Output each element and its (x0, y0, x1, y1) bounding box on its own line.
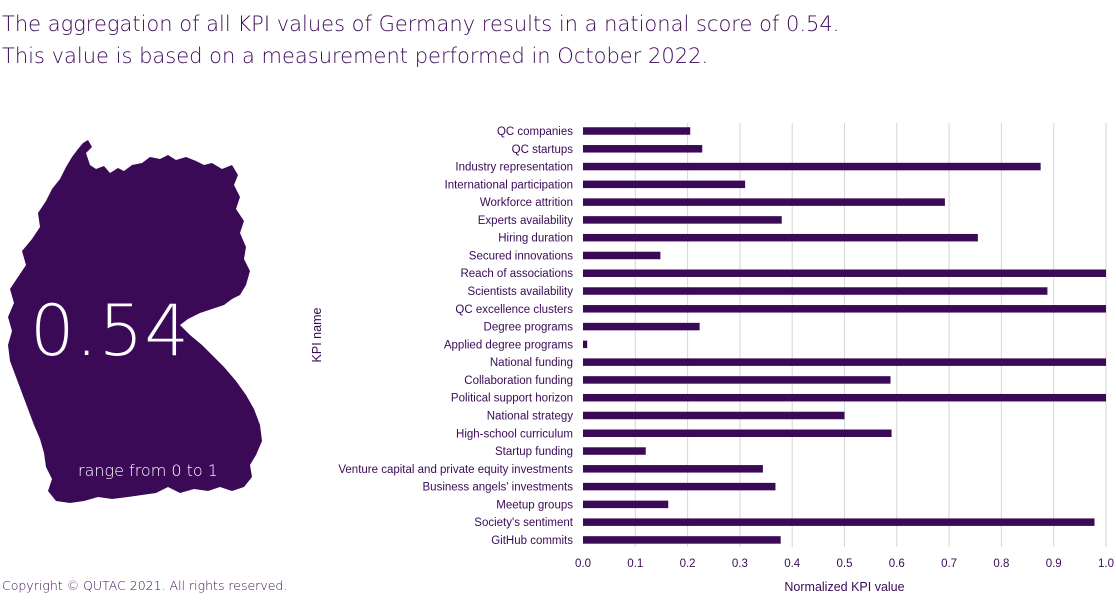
y-axis-title: KPI name (310, 308, 324, 363)
category-label: QC excellence clusters (455, 304, 573, 316)
bar (583, 269, 1106, 277)
x-tick-label: 0.9 (1046, 558, 1062, 570)
bar (583, 145, 703, 153)
category-label: GitHub commits (491, 535, 573, 547)
category-label: Industry representation (455, 162, 573, 174)
score-range-caption: range from 0 to 1 (78, 461, 218, 480)
bar (583, 127, 691, 135)
category-label: Business angels' investments (423, 482, 574, 494)
bar (583, 216, 782, 224)
headline: The aggregation of all KPI values of Ger… (2, 8, 839, 72)
bar (583, 322, 700, 331)
category-label: Applied degree programs (444, 339, 573, 351)
bar (583, 233, 978, 242)
bar (583, 482, 776, 491)
category-label: Startup funding (495, 446, 573, 458)
category-label: Society's sentiment (474, 517, 574, 529)
bar (583, 376, 891, 384)
bar (583, 536, 781, 544)
bar (583, 251, 661, 260)
category-label: Meetup groups (496, 499, 573, 511)
category-label: Workforce attrition (480, 197, 573, 209)
x-tick-label: 0.8 (993, 558, 1009, 570)
category-label: Collaboration funding (464, 375, 573, 387)
headline-line-2: This value is based on a measurement per… (2, 44, 709, 68)
x-tick-label: 0.4 (784, 558, 801, 570)
x-tick-label: 0.0 (575, 558, 591, 570)
bar (583, 465, 763, 473)
x-tick-label: 0.5 (837, 558, 853, 570)
kpi-bar-chart: 0.0 0.1 0.2 0.3 0.4 0.5 0.6 0.7 0.8 0.9 1.0 QC comp… (310, 123, 1114, 594)
x-tick-label: 1.0 (1098, 558, 1114, 570)
category-label: Experts availability (478, 215, 573, 227)
category-label: International participation (445, 179, 574, 191)
headline-line-1: The aggregation of all KPI values of Ger… (2, 12, 840, 36)
category-label: Scientists availability (468, 286, 574, 298)
category-label: National funding (490, 357, 573, 369)
bar (583, 198, 945, 206)
category-label: National strategy (487, 410, 574, 422)
x-axis-title: Normalized KPI value (784, 580, 904, 594)
x-tick-label: 0.6 (889, 558, 905, 570)
category-label: Hiring duration (498, 233, 573, 245)
category-label: Degree programs (484, 322, 574, 334)
bar (583, 393, 1106, 402)
category-label: Reach of associations (460, 268, 573, 280)
bar (583, 447, 646, 455)
category-label: Secured innovations (469, 250, 573, 262)
bar (583, 429, 892, 438)
x-tick-label: 0.3 (732, 558, 748, 570)
national-score: 0.54 (30, 290, 190, 372)
germany-silhouette (8, 140, 262, 503)
bar (583, 162, 1041, 171)
bar (583, 180, 746, 189)
bar (583, 500, 669, 509)
category-label: Political support horizon (451, 393, 573, 405)
bar (583, 340, 588, 349)
category-label: QC companies (497, 126, 573, 138)
x-tick-label: 0.1 (627, 558, 643, 570)
bar (583, 411, 845, 420)
germany-map-shape (8, 140, 262, 503)
copyright-text: Copyright © QUTAC 2021. All rights reser… (2, 578, 288, 593)
bar (583, 358, 1106, 366)
x-tick-label: 0.2 (680, 558, 696, 570)
category-label: Venture capital and private equity inves… (338, 464, 573, 476)
bar (583, 287, 1048, 295)
germany-map: 0.54 range from 0 to 1 (0, 135, 270, 515)
category-label: High-school curriculum (456, 428, 573, 440)
bar (583, 305, 1106, 313)
bar (583, 518, 1095, 526)
category-label: QC startups (512, 144, 574, 156)
x-tick-label: 0.7 (941, 558, 957, 570)
